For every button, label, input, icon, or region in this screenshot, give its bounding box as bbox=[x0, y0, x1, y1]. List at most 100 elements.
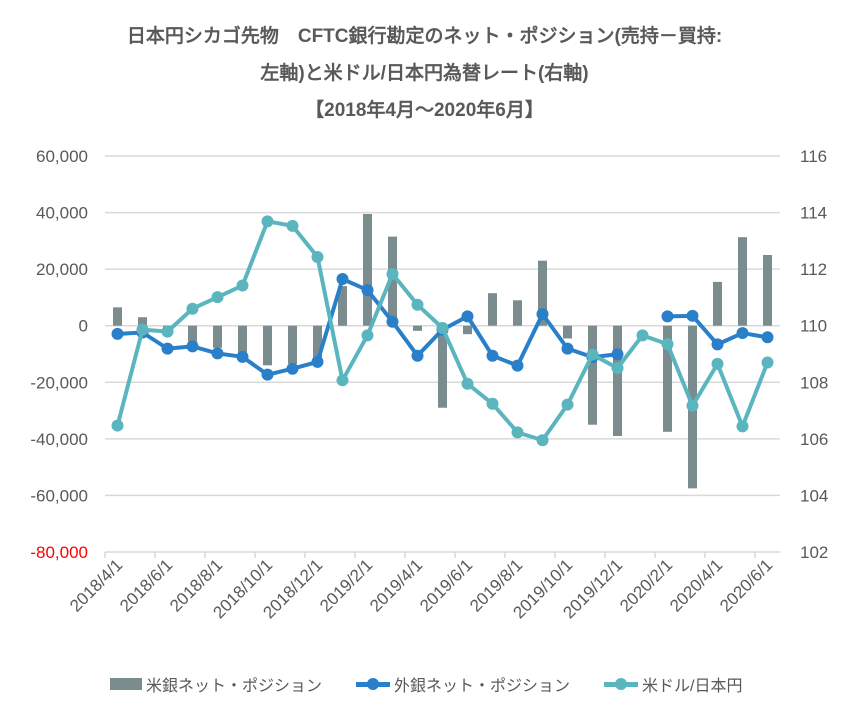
point-foreign-banks bbox=[161, 342, 174, 355]
point-foreign-banks bbox=[261, 368, 274, 381]
point-foreign-banks bbox=[661, 310, 674, 323]
x-axis-tick-label: 2020/6/1 bbox=[716, 555, 776, 615]
point-foreign-banks bbox=[386, 315, 399, 328]
left-axis-tick-label: 20,000 bbox=[36, 260, 88, 279]
point-usdjpy bbox=[486, 397, 499, 410]
point-usdjpy bbox=[211, 291, 224, 304]
point-foreign-banks bbox=[311, 355, 324, 368]
right-axis-tick-label: 112 bbox=[800, 260, 827, 279]
left-axis-tick-label: -20,000 bbox=[30, 373, 88, 392]
right-axis-tick-label: 108 bbox=[800, 373, 828, 392]
x-axis-tick-label: 2020/4/1 bbox=[666, 555, 726, 615]
point-usdjpy bbox=[436, 321, 449, 334]
bar-us-banks bbox=[613, 325, 622, 437]
legend-label: 外銀ネット・ポジション bbox=[394, 678, 571, 695]
point-usdjpy bbox=[536, 434, 549, 447]
right-axis-tick-label: 102 bbox=[800, 543, 828, 562]
left-axis-tick-label: -80,000 bbox=[30, 543, 88, 562]
point-usdjpy bbox=[136, 323, 149, 336]
point-usdjpy bbox=[661, 338, 674, 351]
point-foreign-banks bbox=[361, 284, 374, 297]
point-usdjpy bbox=[186, 302, 199, 315]
right-axis-tick-label: 106 bbox=[800, 430, 828, 449]
legend: 米銀ネット・ポジション 外銀ネット・ポジション 米ドル/日本円 bbox=[110, 672, 742, 696]
point-foreign-banks bbox=[561, 342, 574, 355]
point-foreign-banks bbox=[236, 350, 249, 363]
legend-label: 米銀ネット・ポジション bbox=[146, 678, 323, 695]
point-foreign-banks bbox=[111, 327, 124, 340]
x-axis-tick-label: 2018/6/1 bbox=[116, 555, 176, 615]
point-foreign-banks bbox=[736, 327, 749, 340]
bar-us-banks bbox=[313, 325, 322, 360]
bar-us-banks bbox=[388, 236, 397, 326]
bar-us-banks bbox=[263, 325, 272, 366]
right-axis-tick-label: 116 bbox=[800, 147, 827, 166]
title-line-3: 【2018年4月～2020年6月】 bbox=[305, 100, 544, 121]
point-foreign-banks bbox=[686, 309, 699, 322]
point-usdjpy bbox=[736, 420, 749, 433]
point-usdjpy bbox=[111, 419, 124, 432]
left-axis-tick-label: 0 bbox=[79, 317, 88, 336]
bar-us-banks bbox=[538, 260, 547, 326]
bar-us-banks bbox=[113, 307, 122, 326]
bar-us-banks bbox=[513, 300, 522, 326]
point-usdjpy bbox=[361, 329, 374, 342]
point-usdjpy bbox=[161, 325, 174, 338]
right-axis-tick-label: 104 bbox=[800, 486, 828, 505]
right-axis-tick-label: 114 bbox=[800, 204, 827, 223]
point-foreign-banks bbox=[461, 310, 474, 323]
point-usdjpy bbox=[511, 426, 524, 439]
point-foreign-banks bbox=[336, 273, 349, 286]
title-line-1: 日本円シカゴ先物 CFTC銀行勘定のネット・ポジション(売持－買持: bbox=[126, 26, 723, 47]
point-usdjpy bbox=[611, 362, 624, 375]
title-line-2: 左軸)と米ドル/日本円為替レート(右軸) bbox=[260, 63, 589, 84]
bar-us-banks bbox=[738, 237, 747, 326]
point-foreign-banks bbox=[511, 359, 524, 372]
bar-us-banks bbox=[413, 325, 422, 331]
x-axis-tick-label: 2019/4/1 bbox=[366, 555, 426, 615]
point-usdjpy bbox=[236, 279, 249, 292]
point-usdjpy bbox=[386, 267, 399, 280]
point-foreign-banks bbox=[486, 349, 499, 362]
legend-swatch-line bbox=[356, 677, 391, 690]
point-foreign-banks bbox=[611, 348, 624, 361]
bar-us-banks bbox=[188, 325, 197, 347]
bar-us-banks bbox=[563, 325, 572, 339]
left-axis-tick-label: -60,000 bbox=[30, 486, 88, 505]
point-usdjpy bbox=[686, 399, 699, 412]
point-usdjpy bbox=[636, 329, 649, 342]
point-usdjpy bbox=[286, 219, 299, 232]
point-usdjpy bbox=[761, 356, 774, 369]
left-axis-tick-label: -40,000 bbox=[30, 430, 88, 449]
point-foreign-banks bbox=[536, 308, 549, 321]
legend-item-us-banks: 米銀ネット・ポジション bbox=[110, 672, 322, 696]
bar-us-banks bbox=[338, 286, 347, 326]
bar-us-banks bbox=[363, 213, 372, 326]
x-axis-tick-label: 2019/6/1 bbox=[416, 555, 476, 615]
point-usdjpy bbox=[586, 348, 599, 361]
bar-us-banks bbox=[238, 325, 247, 357]
x-axis-tick-label: 2020/2/1 bbox=[616, 555, 676, 615]
point-usdjpy bbox=[561, 398, 574, 411]
bar-us-banks bbox=[763, 255, 772, 326]
bar-us-banks bbox=[488, 293, 497, 326]
point-foreign-banks bbox=[186, 340, 199, 353]
bar-us-banks bbox=[138, 317, 147, 326]
left-axis-tick-label: 60,000 bbox=[36, 147, 88, 166]
legend-swatch-line bbox=[604, 677, 639, 690]
point-usdjpy bbox=[461, 377, 474, 390]
bar-us-banks bbox=[463, 325, 472, 335]
point-usdjpy bbox=[711, 357, 724, 370]
left-axis-tick-label: 40,000 bbox=[36, 204, 88, 223]
bar-us-banks bbox=[713, 281, 722, 326]
legend-swatch-bar bbox=[110, 678, 142, 690]
bar-us-banks bbox=[588, 325, 597, 425]
point-usdjpy bbox=[311, 250, 324, 263]
legend-item-foreign-banks: 外銀ネット・ポジション bbox=[356, 672, 570, 696]
x-axis-tick-label: 2018/4/1 bbox=[66, 555, 126, 615]
point-usdjpy bbox=[336, 374, 349, 387]
x-axis-tick-label: 2019/2/1 bbox=[316, 555, 376, 615]
legend-label: 米ドル/日本円 bbox=[642, 678, 743, 695]
